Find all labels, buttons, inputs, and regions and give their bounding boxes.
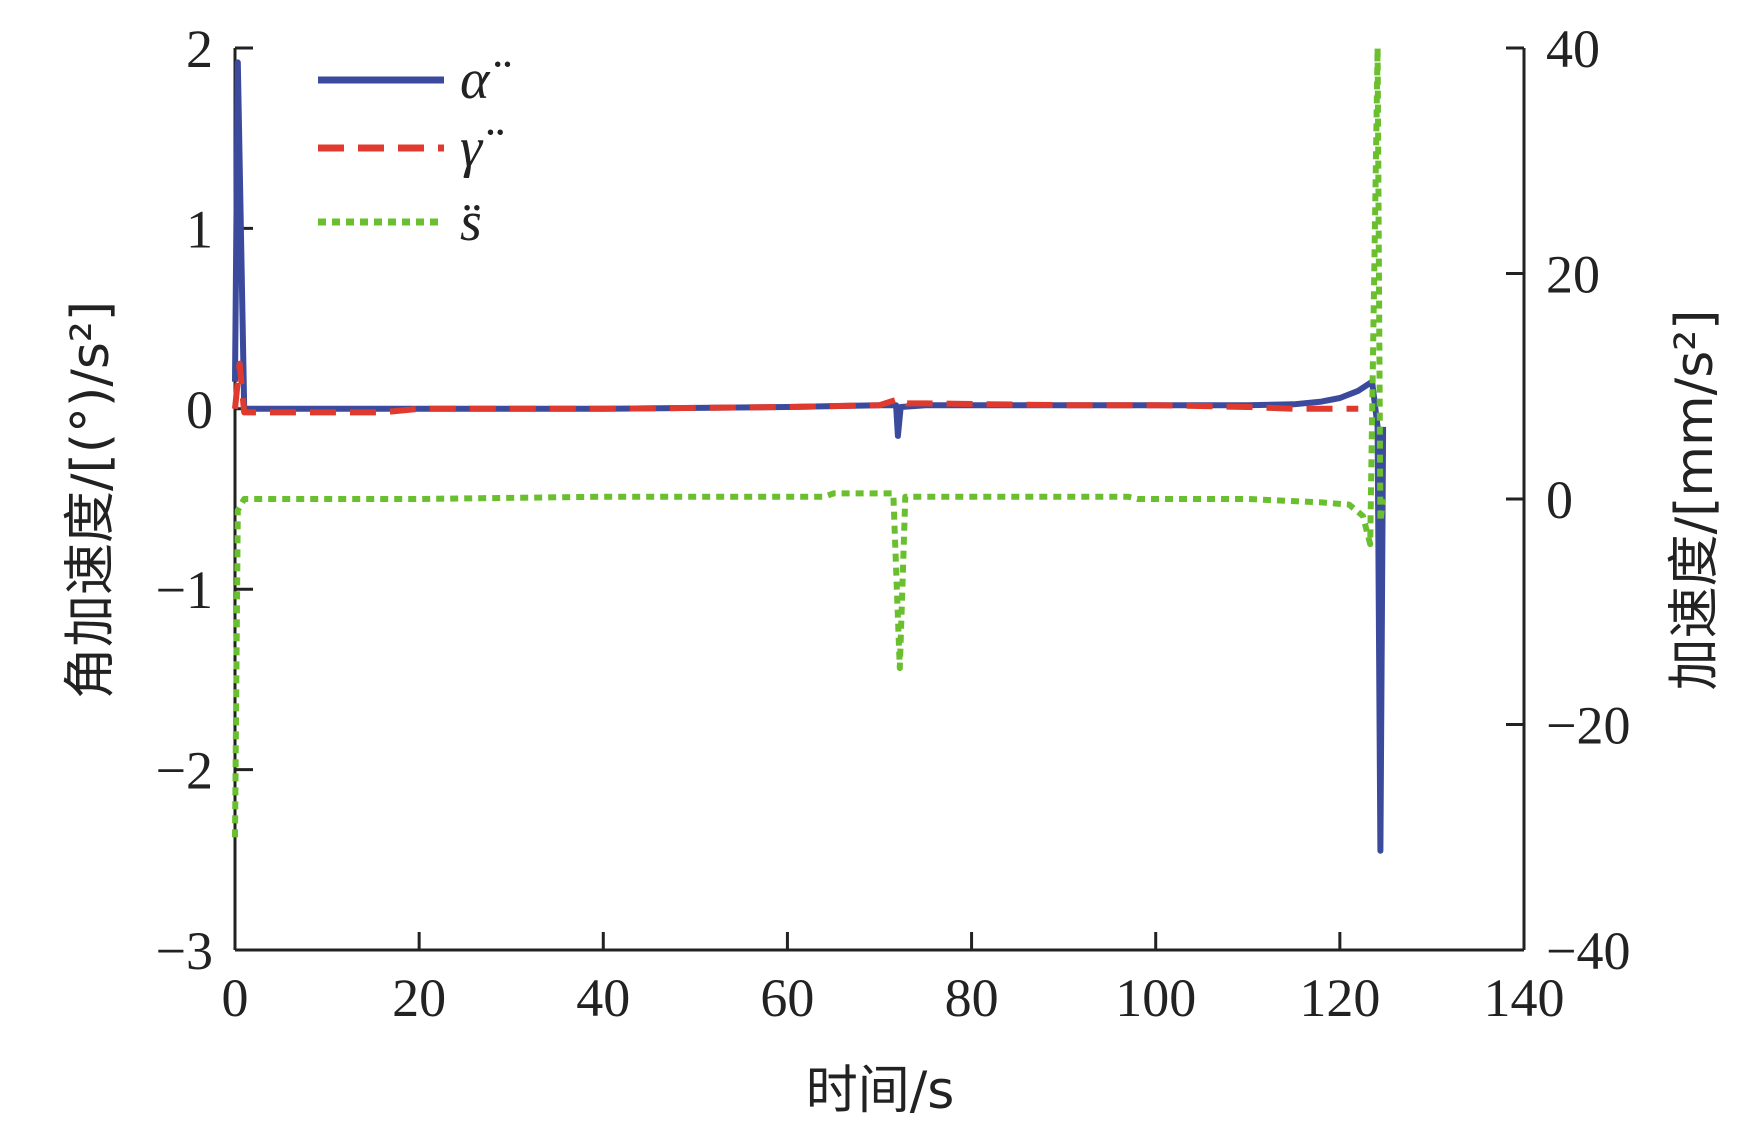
x-tick-label: 120 xyxy=(1299,968,1380,1028)
y-tick-label-right: −40 xyxy=(1546,921,1630,981)
y-ticks-right: −40 −20 0 20 40 xyxy=(1506,19,1630,981)
y-tick-label-left: −1 xyxy=(156,560,213,620)
y-tick-label-right: 40 xyxy=(1546,19,1600,79)
legend-label: s̈ xyxy=(460,191,482,253)
legend-label: α̈ xyxy=(460,49,510,111)
y-tick-label-right: 20 xyxy=(1546,245,1600,305)
series-layer xyxy=(232,45,1387,854)
y-tick-label-right: 0 xyxy=(1546,470,1573,530)
x-ticks: 0 20 40 60 80 100 120 140 xyxy=(222,932,1565,1028)
y-tick-label-left: −3 xyxy=(156,921,213,981)
legend-label: γ̈ xyxy=(460,117,503,179)
series-line-1 xyxy=(232,59,1387,854)
x-tick-label: 140 xyxy=(1484,968,1565,1028)
x-tick-label: 20 xyxy=(392,968,446,1028)
y-axis-title-left: 角加速度/[(°)/s²] xyxy=(61,301,121,699)
legend: α̈γ̈ s̈ xyxy=(318,49,510,253)
series-line-2 xyxy=(232,360,1359,416)
x-tick-label: 60 xyxy=(760,968,814,1028)
y-tick-label-right: −20 xyxy=(1546,696,1630,756)
x-axis-title: 时间/s xyxy=(806,1061,955,1121)
x-tick-label: 0 xyxy=(222,968,249,1028)
y-tick-label-left: −2 xyxy=(156,741,213,801)
x-tick-label: 80 xyxy=(945,968,999,1028)
y-tick-label-left: 1 xyxy=(186,199,213,259)
y-ticks-left: −3 −2 −1 0 1 2 xyxy=(156,19,253,981)
series-line-3 xyxy=(232,45,1387,838)
y-tick-label-left: 0 xyxy=(186,380,213,440)
y-axis-title-right: 加速度/[mm/s²] xyxy=(1665,310,1725,691)
y-tick-label-left: 2 xyxy=(186,19,213,79)
x-tick-label: 100 xyxy=(1115,968,1196,1028)
x-tick-label: 40 xyxy=(576,968,630,1028)
